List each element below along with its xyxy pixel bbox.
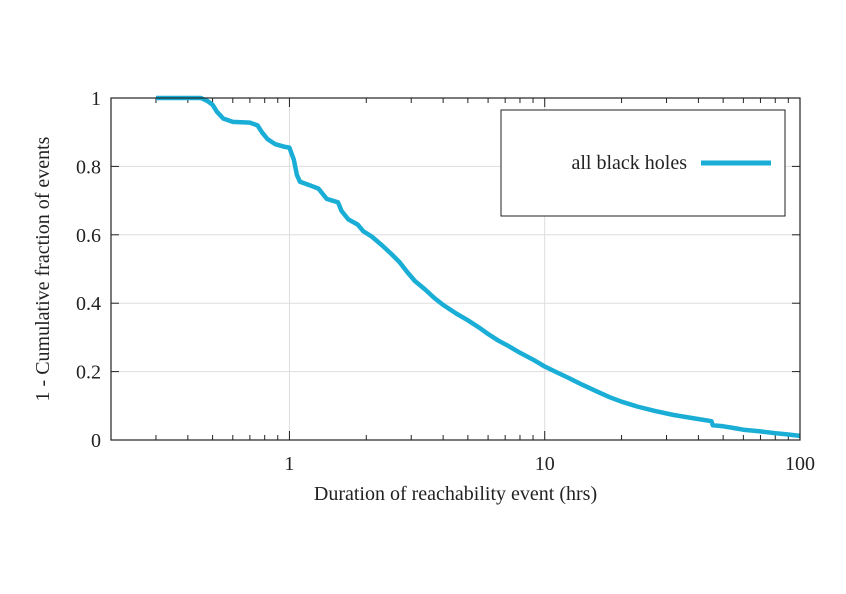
y-tick-label: 0.2 [76,362,101,384]
y-tick-label: 0.4 [76,293,101,315]
y-tick-label: 1 [91,88,101,110]
y-axis-title: 1 - Cumulative fraction of events [32,136,54,401]
tick-labels: 0 0.2 0.4 0.6 0.8 1 1 10 100 [76,88,815,475]
x-axis-title: Duration of reachability event (hrs) [314,483,597,505]
y-tick-label: 0 [91,430,101,452]
x-tick-label: 100 [785,453,815,475]
y-tick-label: 0.6 [76,225,101,247]
plot-frame [110,97,801,441]
legend-label: all black holes [571,152,687,174]
x-tick-label: 10 [535,453,555,475]
legend: all black holes [500,109,786,217]
series-line [156,95,801,439]
series-lines [156,95,801,439]
x-tick-label: 1 [284,453,294,475]
y-tick-label: 0.8 [76,156,101,178]
